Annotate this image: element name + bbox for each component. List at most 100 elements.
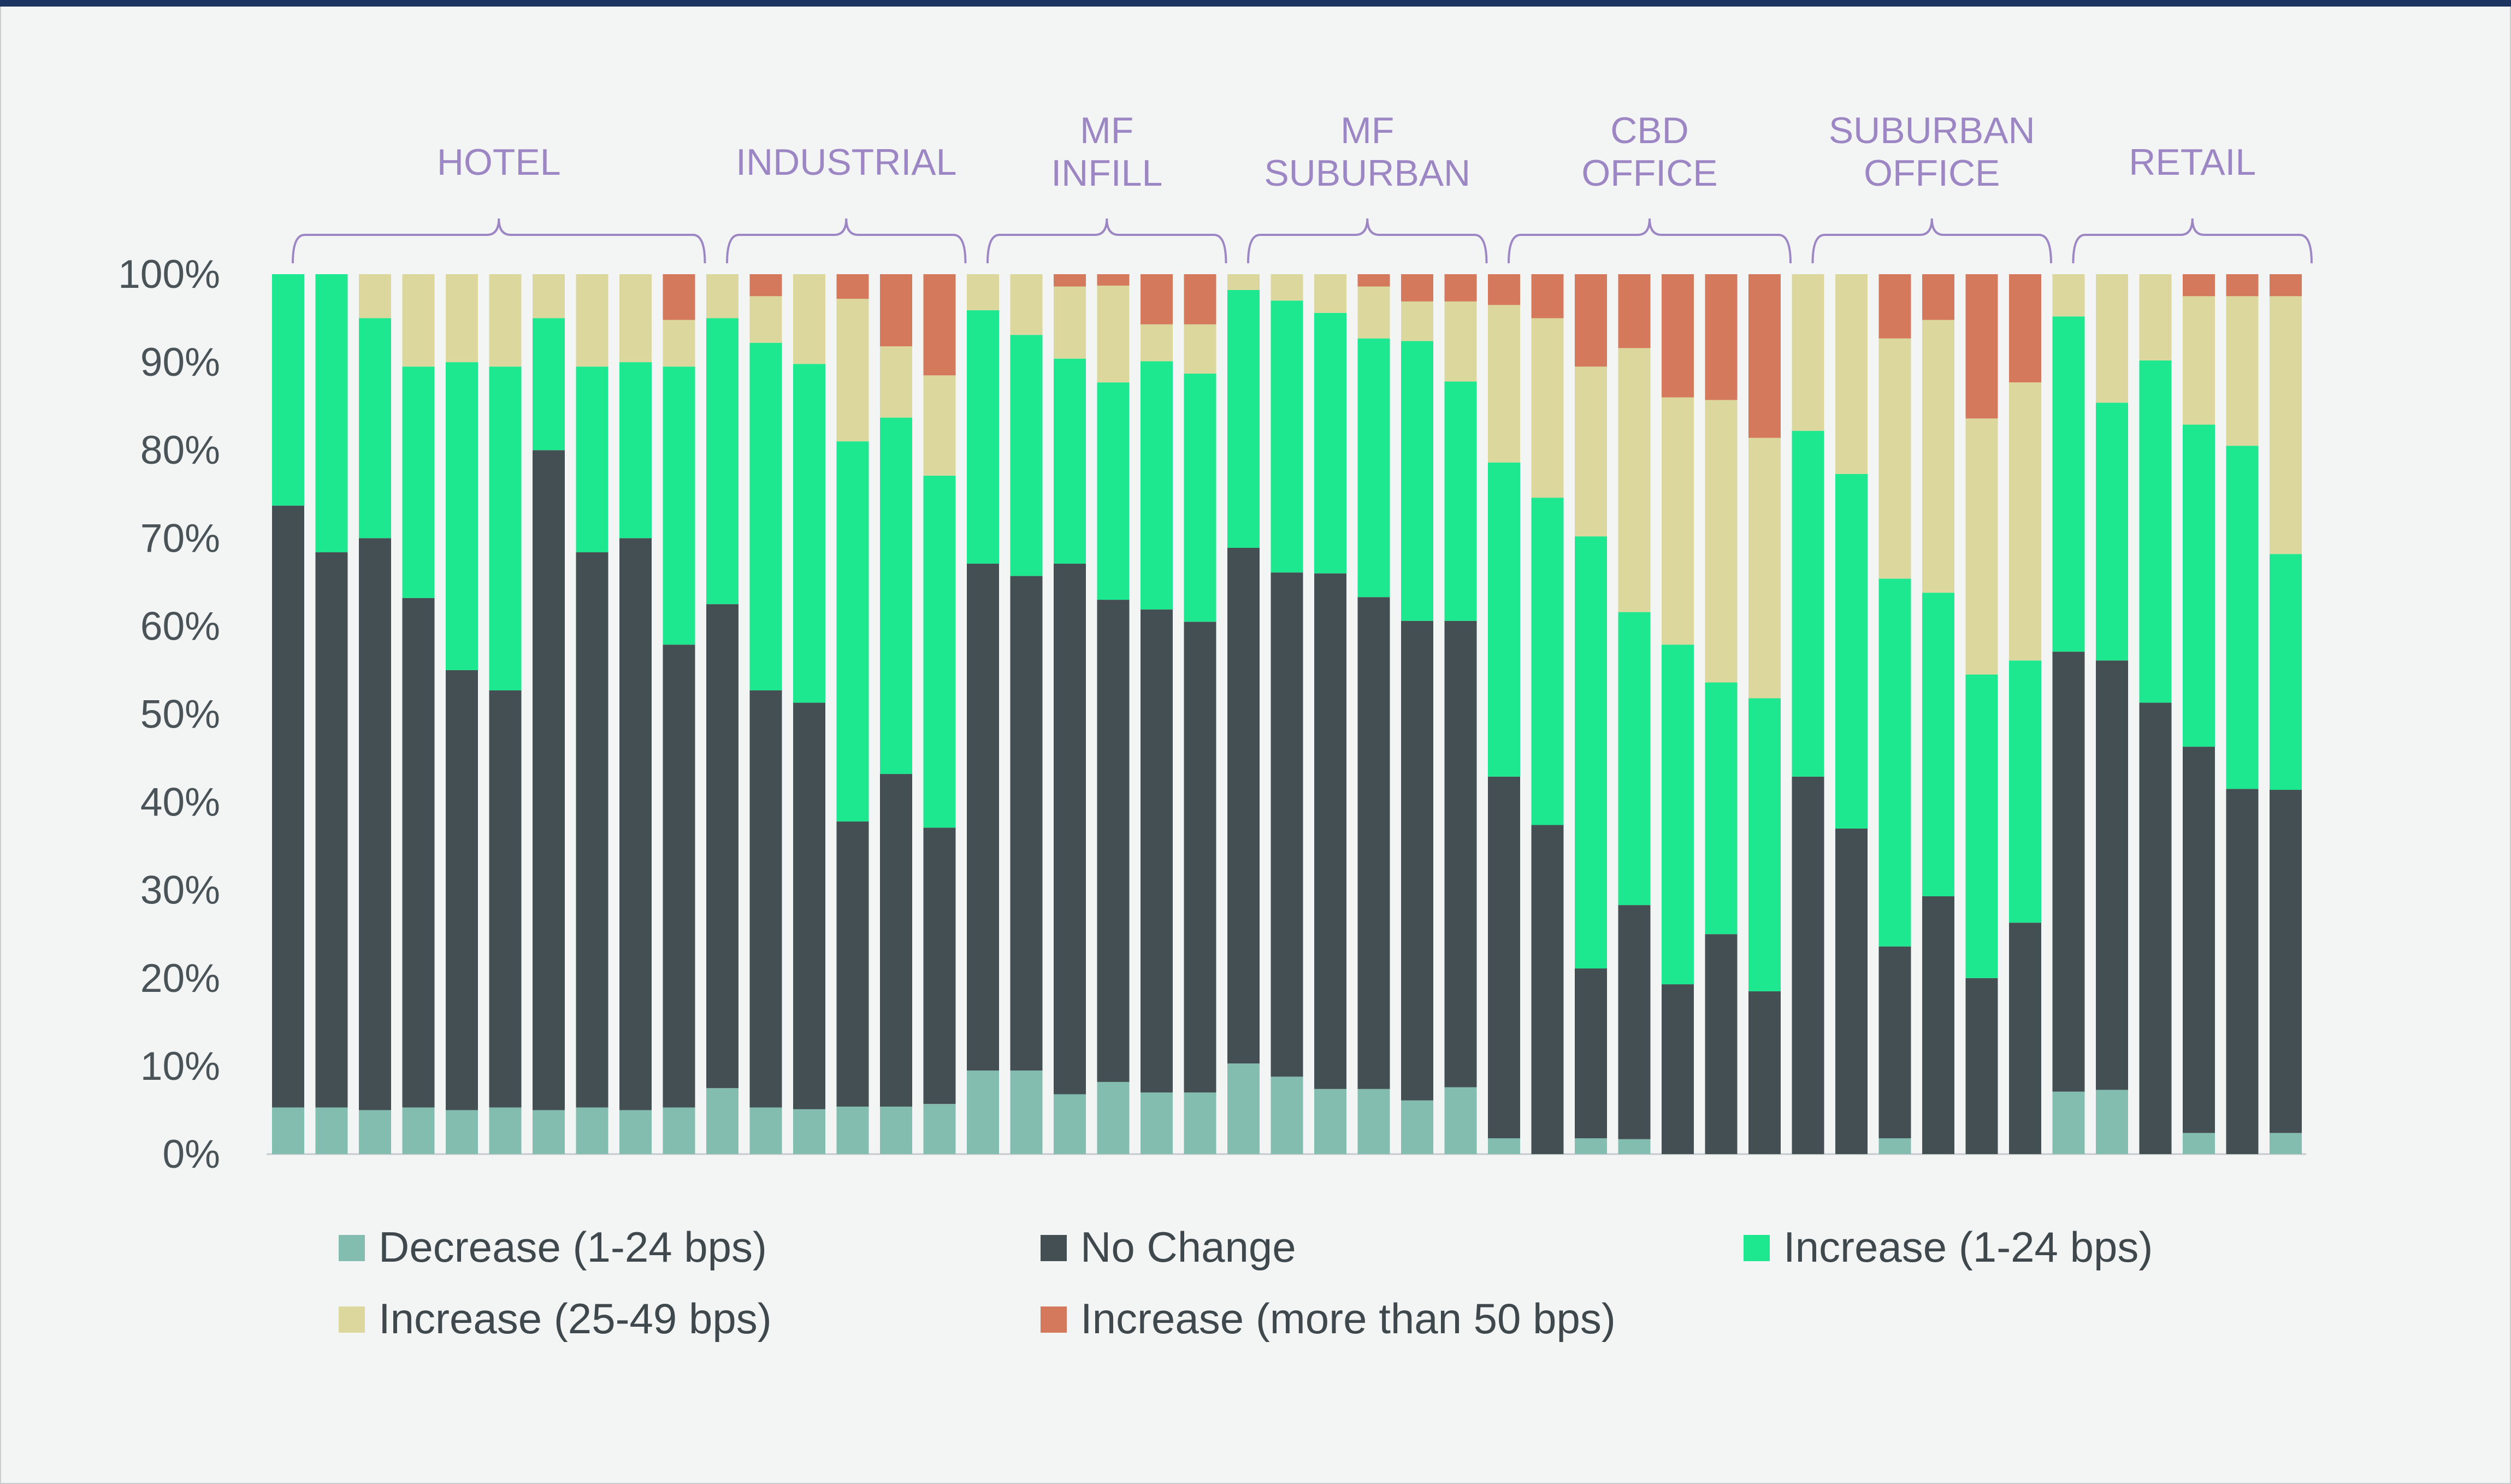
bar-segment-no-change [402, 598, 435, 1108]
category-groups: HOTEL INDUSTRIALMFINFILLMFSUBURBANCBDOFFI… [292, 110, 2313, 264]
bar-segment-inc-mid [706, 274, 738, 318]
bar-segment-inc-small [967, 310, 999, 564]
bar [1444, 274, 1477, 1154]
bar-segment-inc-large [2270, 274, 2302, 297]
bar-segment-inc-large [663, 274, 695, 320]
bar-segment-no-change [706, 604, 738, 1089]
bar-segment-decrease [359, 1110, 391, 1154]
bar [1835, 274, 1868, 1154]
bar-segment-inc-mid [1531, 318, 1564, 498]
bar [967, 274, 999, 1154]
y-tick-label: 80% [140, 428, 220, 472]
bar [2052, 274, 2085, 1154]
bar-segment-inc-small [533, 318, 565, 451]
bar-segment-decrease [749, 1107, 782, 1154]
bar-segment-no-change [1488, 776, 1520, 1139]
bar [315, 274, 348, 1154]
bar [2009, 274, 2041, 1154]
bar-segment-inc-mid [967, 274, 999, 311]
bar-segment-inc-mid [1965, 418, 1998, 675]
bar-segment-inc-small [402, 366, 435, 598]
bar-segment-inc-mid [533, 274, 565, 318]
bar-segment-decrease [880, 1107, 912, 1154]
bar-segment-inc-large [1878, 274, 1911, 339]
bar [1184, 274, 1216, 1154]
bar-segment-no-change [1922, 896, 1954, 1154]
bar-segment-inc-large [2226, 274, 2259, 297]
group-bracket [1811, 218, 2052, 264]
bar-segment-inc-mid [1141, 324, 1173, 362]
bar-segment-inc-small [880, 417, 912, 774]
bar-segment-inc-small [1097, 382, 1130, 600]
group-label: MF [1340, 110, 1394, 151]
bar [1662, 274, 1694, 1154]
bar-segment-inc-large [1531, 274, 1564, 318]
bar [706, 274, 738, 1154]
bar-segment-inc-mid [923, 375, 956, 476]
bar-segment-inc-mid [1792, 274, 1824, 431]
bar [1922, 274, 1954, 1154]
bar-segment-no-change [1748, 991, 1781, 1154]
bar-segment-inc-large [1575, 274, 1607, 367]
bar-segment-inc-large [1748, 274, 1781, 438]
bar-segment-inc-mid [2270, 296, 2302, 554]
bar-segment-inc-small [1705, 682, 1738, 935]
bar-segment-inc-small [1878, 578, 1911, 947]
bar-segment-no-change [1662, 984, 1694, 1154]
bar-segment-no-change [2183, 747, 2215, 1133]
bar [1271, 274, 1303, 1154]
bar-segment-inc-large [1097, 274, 1130, 286]
bar-segment-decrease [446, 1110, 478, 1154]
bar [1227, 274, 1260, 1154]
bar-segment-decrease [619, 1110, 652, 1154]
bar-segment-no-change [1444, 620, 1477, 1087]
bar-segment-no-change [619, 538, 652, 1110]
bar [446, 274, 478, 1154]
group-label: SUBURBAN [1829, 110, 2035, 151]
bar [1401, 274, 1433, 1154]
bar-segment-inc-mid [1097, 285, 1130, 383]
bar-segment-inc-mid [1271, 274, 1303, 301]
bar-segment-no-change [359, 538, 391, 1110]
bar-segment-inc-small [1965, 675, 1998, 978]
bar-segment-no-change [1835, 828, 1868, 1154]
bar-segment-inc-mid [880, 346, 912, 418]
bar-segment-inc-large [1705, 274, 1738, 400]
bar-segment-inc-mid [1401, 301, 1433, 341]
bar-segment-inc-small [1444, 381, 1477, 621]
bar-segment-inc-small [2139, 360, 2172, 703]
bar [1314, 274, 1346, 1154]
bar-segment-inc-mid [1314, 274, 1346, 313]
bar [2183, 274, 2215, 1154]
bar-segment-inc-large [923, 274, 956, 376]
bar [272, 274, 304, 1154]
bar-segment-inc-small [1401, 341, 1433, 621]
bar-segment-inc-mid [489, 274, 522, 367]
bar-segment-no-change [836, 821, 869, 1107]
bar-segment-inc-mid [1662, 397, 1694, 645]
bar-area [272, 274, 2302, 1154]
y-tick-label: 90% [140, 340, 220, 385]
bar-segment-inc-mid [1010, 274, 1043, 335]
bar [489, 274, 522, 1154]
bar-segment-no-change [2270, 790, 2302, 1133]
bar [793, 274, 825, 1154]
legend-item: Decrease (1-24 bps) [339, 1223, 767, 1271]
bar [1878, 274, 1911, 1154]
bar-segment-inc-large [2009, 274, 2041, 383]
legend-label: Increase (more than 50 bps) [1080, 1294, 1616, 1343]
bar-segment-inc-small [1054, 358, 1086, 564]
bar-segment-no-change [1141, 609, 1173, 1093]
group-label: CBD [1610, 110, 1689, 151]
legend-item: No Change [1041, 1223, 1296, 1271]
group-bracket [1247, 218, 1488, 264]
group-label: OFFICE [1864, 152, 2000, 194]
bar [359, 274, 391, 1154]
bar-segment-no-change [923, 827, 956, 1104]
bar-segment-no-change [1271, 572, 1303, 1077]
bar [1488, 274, 1520, 1154]
bar [1010, 274, 1043, 1154]
bar-segment-inc-mid [1488, 305, 1520, 463]
bar-segment-inc-small [1141, 361, 1173, 610]
